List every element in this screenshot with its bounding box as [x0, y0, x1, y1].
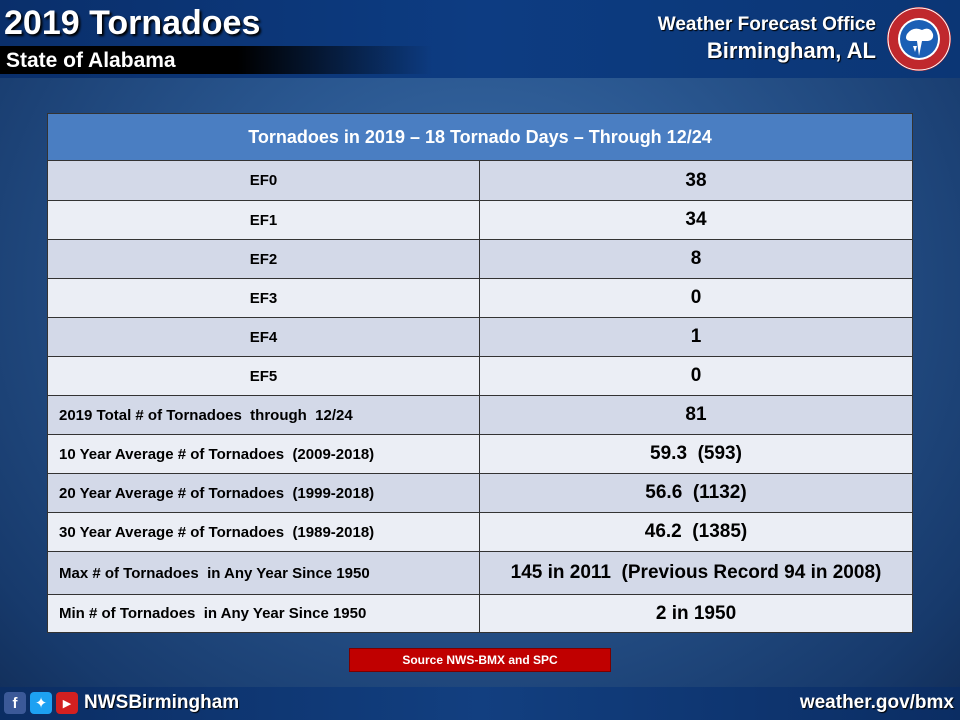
row-value: 8: [480, 240, 912, 278]
row-value: 34: [480, 201, 912, 239]
tornado-stats-table: Tornadoes in 2019 – 18 Tornado Days – Th…: [47, 113, 913, 633]
row-label: Max # of Tornadoes in Any Year Since 195…: [48, 552, 480, 594]
footer-bar: [0, 687, 960, 720]
social-handle[interactable]: NWSBirmingham: [84, 692, 240, 713]
row-value: 145 in 2011 (Previous Record 94 in 2008): [480, 552, 912, 594]
nws-logo-icon: [887, 7, 951, 71]
table-row: 10 Year Average # of Tornadoes (2009-201…: [48, 434, 912, 473]
row-label: Min # of Tornadoes in Any Year Since 195…: [48, 595, 480, 632]
office-location: Birmingham, AL: [706, 38, 876, 63]
twitter-icon[interactable]: ✦: [30, 692, 52, 714]
table-row: EF4 1: [48, 317, 912, 356]
table-row: Min # of Tornadoes in Any Year Since 195…: [48, 594, 912, 632]
table-body: EF0 38 EF1 34 EF2 8 EF3 0 EF4 1 EF5 0 2019 Total # o…: [48, 161, 912, 632]
social-links: f ✦ ▶ NWSBirmingham: [4, 692, 239, 714]
table-row: Max # of Tornadoes in Any Year Since 195…: [48, 551, 912, 594]
row-label: EF1: [48, 201, 480, 239]
facebook-icon[interactable]: f: [4, 692, 26, 714]
row-value: 38: [480, 161, 912, 200]
table-title: Tornadoes in 2019 – 18 Tornado Days – Th…: [48, 114, 912, 161]
row-value: 0: [480, 279, 912, 317]
table-row: 2019 Total # of Tornadoes through 12/24 8…: [48, 395, 912, 434]
row-value: 59.3 (593): [480, 435, 912, 473]
table-row: EF0 38: [48, 161, 912, 200]
youtube-icon[interactable]: ▶: [56, 692, 78, 714]
page-subtitle: State of Alabama: [6, 49, 176, 72]
website-link[interactable]: weather.gov/bmx: [799, 692, 954, 713]
row-value: 1: [480, 318, 912, 356]
row-label: 2019 Total # of Tornadoes through 12/24: [48, 396, 480, 434]
row-label: EF5: [48, 357, 480, 395]
table-row: EF3 0: [48, 278, 912, 317]
page-title: 2019 Tornadoes: [4, 4, 261, 42]
table-row: EF2 8: [48, 239, 912, 278]
office-name: Weather Forecast Office: [657, 14, 876, 35]
row-label: EF2: [48, 240, 480, 278]
table-row: EF5 0: [48, 356, 912, 395]
row-label: EF0: [48, 161, 480, 200]
row-value: 81: [480, 396, 912, 434]
row-label: EF3: [48, 279, 480, 317]
row-label: 20 Year Average # of Tornadoes (1999-201…: [48, 474, 480, 512]
subtitle-bar: [0, 46, 432, 74]
row-value: 56.6 (1132): [480, 474, 912, 512]
row-label: 10 Year Average # of Tornadoes (2009-201…: [48, 435, 480, 473]
table-row: EF1 34: [48, 200, 912, 239]
row-value: 46.2 (1385): [480, 513, 912, 551]
table-row: 30 Year Average # of Tornadoes (1989-201…: [48, 512, 912, 551]
row-label: 30 Year Average # of Tornadoes (1989-201…: [48, 513, 480, 551]
source-badge: Source NWS-BMX and SPC: [349, 648, 611, 672]
row-label: EF4: [48, 318, 480, 356]
row-value: 2 in 1950: [480, 595, 912, 632]
row-value: 0: [480, 357, 912, 395]
table-row: 20 Year Average # of Tornadoes (1999-201…: [48, 473, 912, 512]
